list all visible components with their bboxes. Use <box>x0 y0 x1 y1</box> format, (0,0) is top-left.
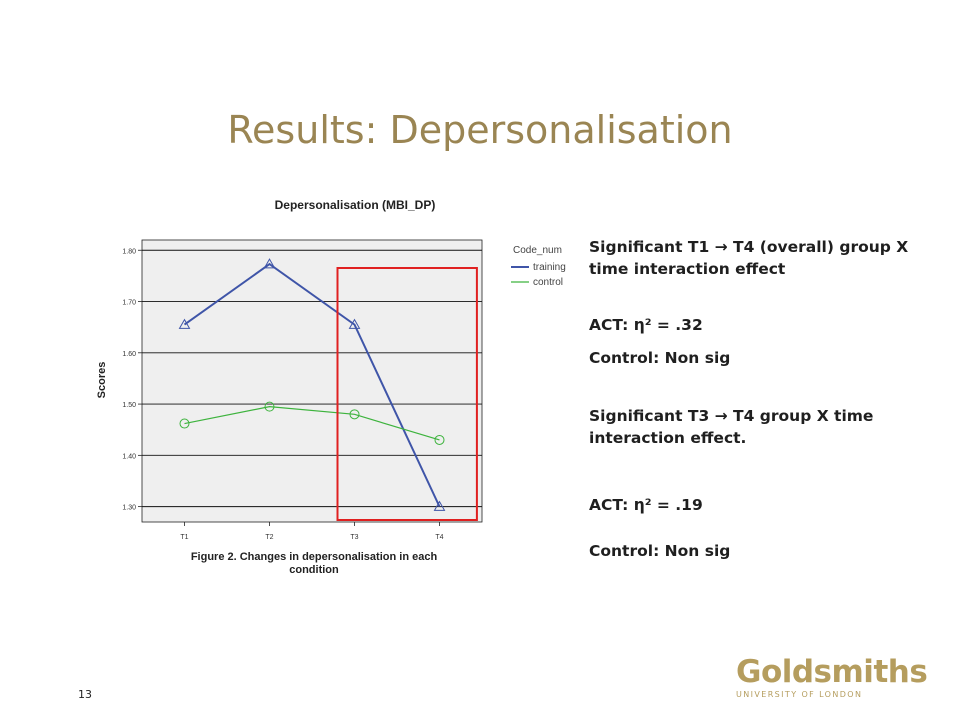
point-control-T4 <box>434 434 445 445</box>
legend-label-training: training <box>533 262 566 273</box>
goldsmiths-logo: Goldsmiths UNIVERSITY OF LONDON <box>736 654 928 699</box>
y-tick-label-1.30: 1.30 <box>122 505 136 512</box>
point-training-T3 <box>348 318 361 329</box>
point-training-T1 <box>178 318 191 329</box>
legend: Code_num training control <box>511 245 566 288</box>
slide-title: Results: Depersonalisation <box>227 108 733 152</box>
y-tick-label-1.50: 1.50 <box>122 402 136 409</box>
legend-title: Code_num <box>513 245 562 256</box>
x-tick-label-T4: T4 <box>435 534 443 541</box>
highlight-box <box>336 267 478 521</box>
point-control-T1 <box>179 418 190 429</box>
page-number: 13 <box>78 688 92 701</box>
series-line-control <box>184 406 440 441</box>
finding-overall-interaction: Significant T1 → T4 (overall) group X ti… <box>589 238 909 278</box>
finding-t3-t4-interaction: Significant T3 → T4 group X time interac… <box>589 407 874 447</box>
finding-control-2: Control: Non sig <box>589 542 731 560</box>
point-control-T3 <box>349 409 360 420</box>
point-training-T2 <box>263 258 276 269</box>
legend-label-control: control <box>533 277 563 288</box>
finding-control-1: Control: Non sig <box>589 349 731 367</box>
y-tick-label-1.60: 1.60 <box>122 351 136 358</box>
plot-area <box>141 239 483 523</box>
x-tick-label-T3: T3 <box>350 534 358 541</box>
logo-wordmark: Goldsmiths <box>736 654 928 690</box>
point-control-T2 <box>264 401 275 412</box>
y-tick-label-1.70: 1.70 <box>122 300 136 307</box>
line-chart: Depersonalisation (MBI_DP) 1.30 1.40 1.50 1… <box>96 198 566 576</box>
x-tick-label-T2: T2 <box>265 534 273 541</box>
y-tick-label-1.40: 1.40 <box>122 453 136 460</box>
finding-act-effect-size-1: ACT: η² = .32 <box>589 316 703 334</box>
chart-caption-line-1: Figure 2. Changes in depersonalisation i… <box>191 551 438 563</box>
series-line-training <box>183 262 441 508</box>
x-tick-label-T1: T1 <box>180 534 188 541</box>
logo-subtitle: UNIVERSITY OF LONDON <box>736 690 863 699</box>
chart-caption-line-2: condition <box>289 564 339 576</box>
chart-title: Depersonalisation (MBI_DP) <box>275 198 436 212</box>
y-tick-label-1.80: 1.80 <box>122 248 136 255</box>
point-training-T4 <box>433 500 446 511</box>
y-axis-label: Scores <box>96 362 108 399</box>
finding-act-effect-size-2: ACT: η² = .19 <box>589 496 703 514</box>
